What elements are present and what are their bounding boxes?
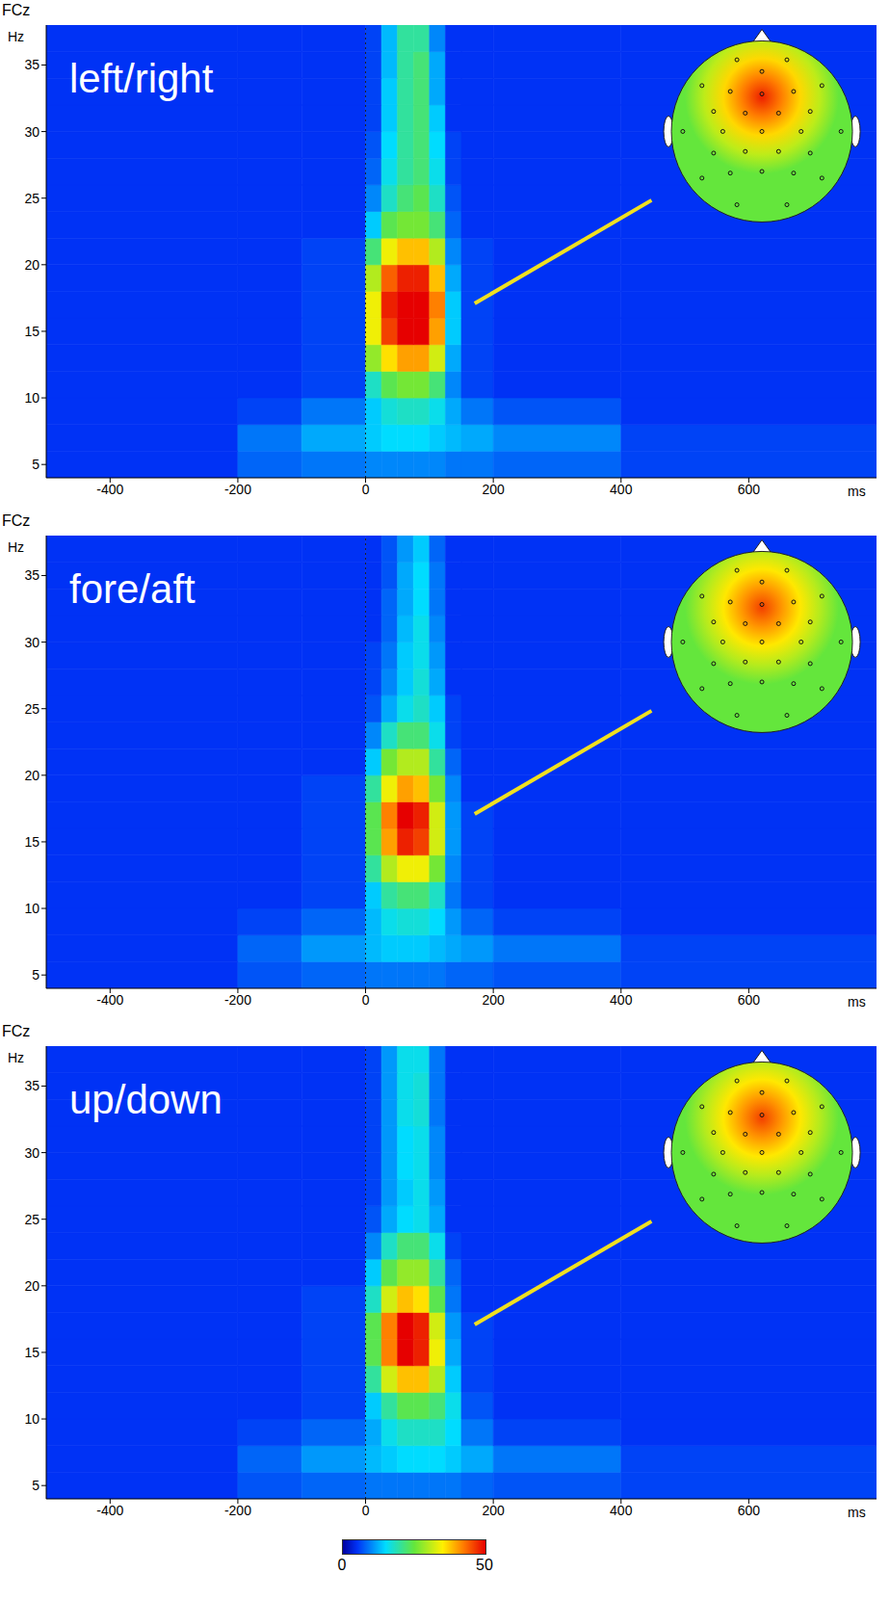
svg-text:10: 10 [24, 390, 40, 406]
svg-text:-200: -200 [224, 1502, 252, 1519]
svg-text:200: 200 [481, 1502, 505, 1519]
svg-text:30: 30 [24, 124, 40, 140]
html-text:up/down: up/down [69, 1076, 223, 1123]
svg-text:-400: -400 [96, 481, 124, 498]
svg-text:600: 600 [737, 992, 761, 1008]
svg-text:200: 200 [481, 481, 505, 498]
svg-text:0: 0 [362, 1502, 370, 1519]
svg-text:20: 20 [24, 1278, 40, 1294]
html-text:FCz: FCz [1, 512, 31, 529]
svg-text:0: 0 [362, 992, 370, 1008]
svg-text:-400: -400 [96, 992, 124, 1008]
svg-text:-400: -400 [96, 1502, 124, 1519]
svg-text:15: 15 [24, 323, 40, 340]
svg-text:5: 5 [31, 1477, 40, 1493]
html-text:0: 0 [337, 1556, 347, 1573]
svg-text:600: 600 [737, 481, 761, 498]
svg-text:200: 200 [481, 992, 505, 1008]
svg-text:25: 25 [24, 1211, 40, 1228]
svg-text:35: 35 [24, 1077, 40, 1094]
svg-text:15: 15 [24, 1344, 40, 1361]
svg-text:20: 20 [24, 257, 40, 273]
svg-text:25: 25 [24, 701, 40, 717]
svg-text:600: 600 [737, 1502, 761, 1519]
svg-text:400: 400 [609, 481, 633, 498]
svg-text:-200: -200 [224, 992, 252, 1008]
svg-text:-200: -200 [224, 481, 252, 498]
svg-text:15: 15 [24, 834, 40, 850]
html-text:left/right: left/right [69, 55, 214, 102]
svg-text:10: 10 [24, 900, 40, 917]
svg-text:400: 400 [609, 1502, 633, 1519]
svg-text:5: 5 [31, 456, 40, 472]
svg-text:30: 30 [24, 1145, 40, 1161]
html-text:Hz: Hz [7, 1049, 25, 1066]
html-text:ms: ms [847, 1504, 866, 1520]
svg-text:35: 35 [24, 56, 40, 73]
svg-text:30: 30 [24, 634, 40, 651]
svg-text:400: 400 [609, 992, 633, 1008]
html-text:Hz: Hz [7, 539, 25, 555]
html-text:ms: ms [847, 994, 866, 1010]
html-text:50: 50 [475, 1556, 494, 1573]
svg-text:20: 20 [24, 767, 40, 784]
html-text:FCz: FCz [1, 1, 31, 19]
svg-text:10: 10 [24, 1411, 40, 1427]
html-text:fore/aft: fore/aft [69, 566, 196, 612]
svg-text:35: 35 [24, 567, 40, 583]
svg-text:5: 5 [31, 967, 40, 983]
html-text:ms: ms [847, 483, 866, 499]
svg-text:25: 25 [24, 190, 40, 207]
html-text:Hz: Hz [7, 28, 25, 45]
html-text:FCz: FCz [1, 1022, 31, 1040]
svg-text:0: 0 [362, 481, 370, 498]
